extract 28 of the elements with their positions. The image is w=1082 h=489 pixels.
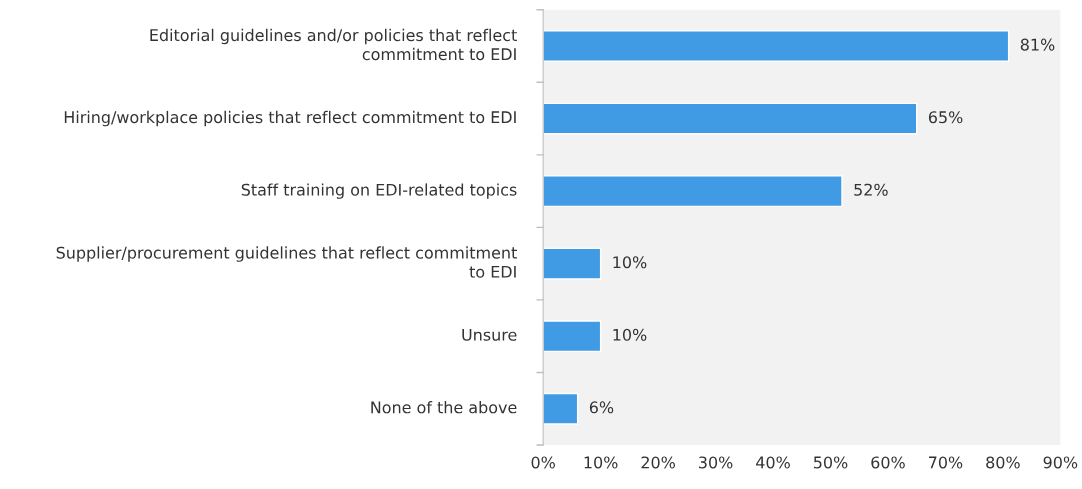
x-tick-label: 70%: [928, 456, 963, 469]
y-tick-label: Editorial guidelines and/or policies that reflect commitment to EDI: [150, 28, 517, 61]
data-label: 10%: [613, 328, 647, 341]
bar: [543, 30, 1010, 62]
x-tick-label: 80%: [986, 456, 1020, 469]
x-tick-label: 40%: [756, 456, 790, 469]
y-tick-label: Staff training on EDI-related topics: [241, 183, 517, 199]
x-tick-label: 0%: [531, 456, 555, 469]
bar: [543, 392, 579, 425]
bar: [543, 102, 918, 135]
x-tick-label: 10%: [584, 456, 618, 469]
bar: [543, 247, 602, 280]
data-label: 52%: [854, 183, 888, 196]
y-tick-label: Unsure: [462, 328, 517, 341]
data-label: 65%: [928, 111, 963, 124]
x-tick-label: 30%: [699, 456, 733, 469]
data-label: 81%: [1020, 38, 1055, 51]
x-tick-label: 60%: [871, 456, 905, 469]
y-tick-label: Hiring/workplace policies that reflect commitment to EDI: [64, 110, 516, 127]
x-tick-label: 20%: [641, 456, 675, 469]
bar: [543, 320, 602, 353]
data-label: 6%: [589, 401, 614, 414]
data-label: 10%: [613, 256, 647, 269]
y-tick-label: Supplier/procurement guidelines that reflect commitment to EDI: [56, 246, 517, 278]
bar: [543, 175, 843, 208]
x-tick-label: 50%: [813, 456, 848, 469]
x-tick-label: 90%: [1043, 456, 1078, 469]
y-tick-label: None of the above: [371, 400, 517, 414]
